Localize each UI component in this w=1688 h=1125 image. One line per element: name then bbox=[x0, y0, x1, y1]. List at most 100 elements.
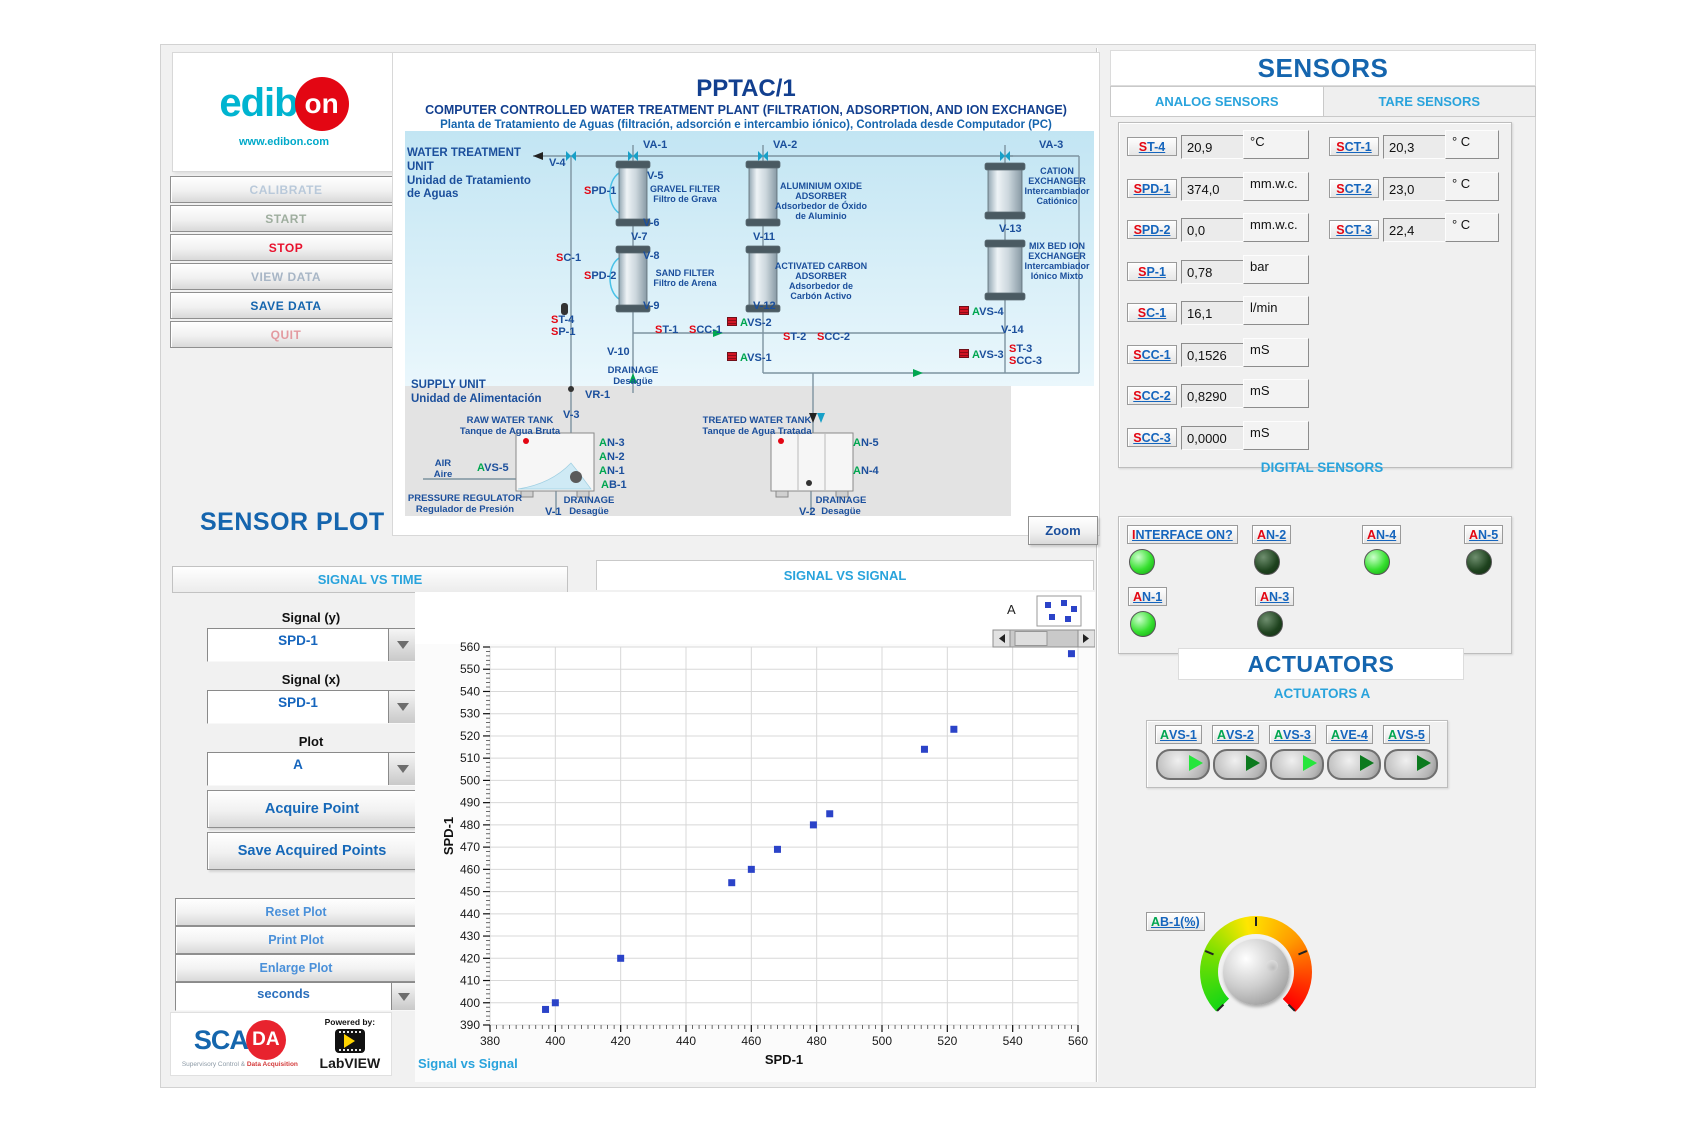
diagram-label-scc-2: SCC-2 bbox=[817, 331, 851, 343]
menu-button-calibrate[interactable]: CALIBRATE bbox=[170, 176, 402, 203]
sensor-value-sct-1: 20,3 bbox=[1383, 135, 1448, 159]
actuators-box: A VS-1 A VS-2 A VS-3 A VE-4 A VS-5 bbox=[1146, 720, 1448, 788]
sensor-label-scc-3: S CC-3 bbox=[1127, 428, 1177, 447]
knob-ball[interactable] bbox=[1223, 939, 1289, 1005]
sensor-value-scc-2: 0,8290 bbox=[1181, 384, 1248, 408]
tab-analog-sensors[interactable]: ANALOG SENSORS bbox=[1154, 94, 1279, 109]
reset-plot-button[interactable]: Reset Plot bbox=[175, 898, 417, 926]
menu-button-save-data[interactable]: SAVE DATA bbox=[170, 292, 402, 319]
chevron-down-icon[interactable] bbox=[388, 629, 416, 661]
gridlines bbox=[489, 646, 1079, 1026]
data-point bbox=[728, 879, 736, 887]
knob-tick bbox=[1255, 917, 1257, 926]
play-icon bbox=[1417, 755, 1431, 771]
diagram-label-ab-1: AB-1 bbox=[601, 479, 627, 491]
sensor-label-sct-3: S CT-3 bbox=[1329, 220, 1379, 239]
plot-select-label: Plot bbox=[298, 734, 324, 749]
diagram-label-v-10: V-10 bbox=[607, 346, 630, 358]
diagram-title: PPTAC/1 bbox=[696, 75, 796, 102]
chevron-down-icon[interactable] bbox=[388, 753, 416, 785]
sensor-unit-spd-2: mm.w.c. bbox=[1243, 213, 1309, 242]
tab-signal-vs-signal[interactable]: SIGNAL VS SIGNAL bbox=[596, 560, 1094, 590]
arrow-right-icon bbox=[1083, 634, 1089, 643]
diagram-labels: WATER TREATMENT UNIT Unidad de Tratamien… bbox=[393, 53, 1099, 518]
data-point bbox=[773, 845, 781, 853]
svg-text:390: 390 bbox=[460, 1018, 480, 1032]
actuator-button-avs-1[interactable] bbox=[1156, 749, 1210, 780]
actuator-button-avs-5[interactable] bbox=[1384, 749, 1438, 780]
sensor-unit-scc-2: mS bbox=[1243, 379, 1309, 408]
labview-text: LabVIEW bbox=[319, 1055, 381, 1071]
acquire-point-button[interactable]: Acquire Point bbox=[207, 790, 417, 828]
digital-sensors-title: DIGITAL SENSORS bbox=[1260, 460, 1384, 475]
play-icon bbox=[1303, 755, 1317, 771]
diagram-label-sc-1: SC-1 bbox=[556, 252, 582, 264]
menu-button-quit[interactable]: QUIT bbox=[170, 321, 402, 348]
signal-x-dropdown[interactable]: SPD-1 bbox=[207, 690, 417, 724]
menu-button-start[interactable]: START bbox=[170, 205, 402, 232]
diagram-label-air: AIR Aire bbox=[433, 458, 453, 480]
sensor-unit-scc-3: mS bbox=[1243, 421, 1309, 450]
svg-text:500: 500 bbox=[460, 773, 480, 787]
menu-button-view-data[interactable]: VIEW DATA bbox=[170, 263, 402, 290]
sensors-title: SENSORS bbox=[1110, 50, 1536, 86]
knob-label: A B-1(%) bbox=[1146, 912, 1205, 931]
zoom-button[interactable]: Zoom bbox=[1028, 516, 1098, 545]
signal-y-value: SPD-1 bbox=[278, 633, 318, 648]
menu-button-stop[interactable]: STOP bbox=[170, 234, 402, 261]
actuator-button-avs-3[interactable] bbox=[1270, 749, 1324, 780]
signal-y-dropdown[interactable]: SPD-1 bbox=[207, 628, 417, 662]
edibon-website: www.edibon.com bbox=[238, 135, 330, 148]
actuator-button-avs-2[interactable] bbox=[1213, 749, 1267, 780]
diagram-label-v-3: V-3 bbox=[563, 409, 580, 421]
scatter-points-series-A bbox=[542, 650, 1075, 1013]
scrollbar-thumb[interactable] bbox=[1014, 631, 1048, 646]
legend-series-name: A bbox=[1007, 602, 1016, 617]
pipes bbox=[423, 145, 1080, 515]
logos-bar: SCA DA Supervisory Control & Data Acquis… bbox=[170, 1012, 392, 1076]
svg-text:440: 440 bbox=[676, 1034, 696, 1048]
scada-logo-circle: DA bbox=[245, 1020, 286, 1060]
time-unit-dropdown[interactable]: seconds bbox=[175, 982, 417, 1011]
chevron-down-icon[interactable] bbox=[391, 983, 416, 1010]
diagram-label-mix-bed-ion: MIX BED ION EXCHANGER Intercambiador Ión… bbox=[1024, 241, 1090, 282]
svg-text:420: 420 bbox=[611, 1034, 631, 1048]
y-axis-title: SPD-1 bbox=[441, 817, 456, 855]
led-an-1-on bbox=[1130, 611, 1156, 637]
diagram-label-v-14: V-14 bbox=[1001, 324, 1024, 336]
diagram-subtitle-en: COMPUTER CONTROLLED WATER TREATMENT PLAN… bbox=[425, 103, 1067, 117]
plot-select-dropdown[interactable]: A bbox=[207, 752, 417, 786]
sensor-plot-title: SENSOR PLOT bbox=[200, 508, 385, 536]
save-acquired-points-button[interactable]: Save Acquired Points bbox=[207, 832, 417, 870]
tab-signal-vs-time[interactable]: SIGNAL VS TIME bbox=[172, 566, 568, 593]
edibon-logo: edib on www.edibon.com bbox=[172, 52, 396, 172]
svg-text:480: 480 bbox=[460, 818, 480, 832]
digital-label-an-3: A N-3 bbox=[1255, 587, 1295, 606]
enlarge-plot-button[interactable]: Enlarge Plot bbox=[175, 954, 417, 982]
print-plot-button[interactable]: Print Plot bbox=[175, 926, 417, 954]
sensor-tabs: ANALOG SENSORS TARE SENSORS bbox=[1110, 86, 1536, 117]
tanks bbox=[515, 432, 854, 498]
led-interface-on-on bbox=[1129, 549, 1155, 575]
diagram-label-gravel-filter: GRAVEL FILTER Filtro de Grava bbox=[649, 184, 721, 205]
actuator-button-ave-4[interactable] bbox=[1327, 749, 1381, 780]
diagram-label-avs-5: AVS-5 bbox=[477, 462, 509, 474]
actuator-label-ave-4: A VE-4 bbox=[1326, 725, 1373, 744]
led-an-4-on bbox=[1364, 549, 1390, 575]
diagram-label-v-7: V-7 bbox=[631, 231, 648, 243]
diagram-label-scc-3: SCC-3 bbox=[1009, 355, 1043, 367]
plot-h-scrollbar[interactable] bbox=[992, 629, 1096, 648]
chevron-down-icon[interactable] bbox=[388, 691, 416, 723]
ab1-knob[interactable] bbox=[1200, 916, 1312, 1028]
knob-dimple bbox=[1266, 960, 1278, 972]
diagram-label-v-5: V-5 bbox=[647, 170, 664, 182]
supply-unit-zone bbox=[405, 386, 1011, 516]
tab-tare-sensors[interactable]: TARE SENSORS bbox=[1322, 87, 1535, 116]
svg-text:550: 550 bbox=[460, 662, 480, 676]
diagram-label-sand-filter: SAND FILTER Filtro de Arena bbox=[653, 268, 717, 289]
scatter-chart: 390 400 410 420 430 440 450 460 470 480 490 500 510 5… bbox=[415, 592, 1096, 1071]
sensor-value-scc-3: 0,0000 bbox=[1181, 426, 1248, 450]
data-point bbox=[950, 725, 958, 733]
sensor-label-st-4: S T-4 bbox=[1127, 137, 1177, 156]
